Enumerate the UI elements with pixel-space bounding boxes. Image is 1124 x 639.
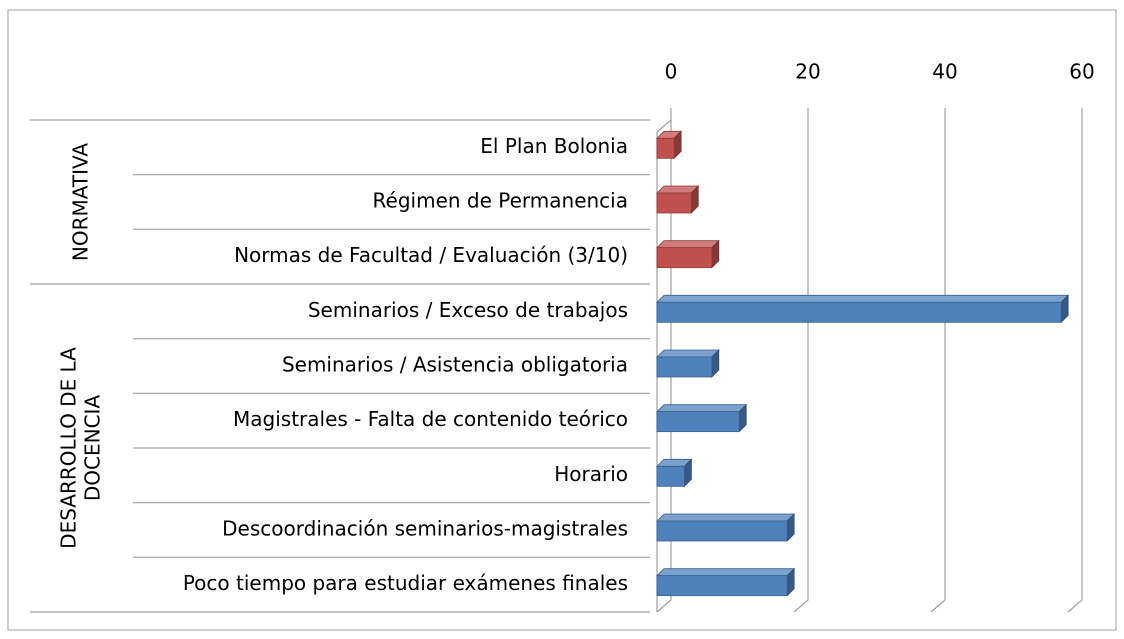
- group-label: NORMATIVA: [69, 143, 93, 262]
- bar-front: [656, 520, 788, 542]
- bar-front: [656, 301, 1062, 323]
- category-label: Seminarios / Exceso de trabajos: [308, 298, 628, 322]
- bar-top: [656, 568, 796, 577]
- category-label: Horario: [554, 462, 628, 486]
- x-tick-label: 60: [1069, 60, 1094, 84]
- x-tick-label: 40: [932, 60, 957, 84]
- group-label: DOCENCIA: [81, 395, 105, 502]
- bar-top: [656, 240, 720, 249]
- grid-line: [793, 108, 809, 613]
- bar-top: [656, 513, 796, 522]
- bar: [656, 239, 720, 269]
- category-label: Poco tiempo para estudiar exámenes final…: [183, 571, 628, 595]
- bar-front: [656, 465, 685, 487]
- category-label: Seminarios / Asistencia obligatoria: [282, 353, 628, 377]
- x-tick-label: 20: [795, 60, 820, 84]
- grid-line: [930, 108, 946, 613]
- grid-line: [1067, 108, 1083, 613]
- grid-line: [656, 108, 672, 613]
- axis-line: [656, 119, 672, 133]
- category-label: El Plan Bolonia: [480, 134, 628, 158]
- bar: [656, 130, 683, 160]
- bar: [656, 513, 796, 542]
- bar-front: [656, 411, 740, 433]
- bar: [656, 185, 700, 214]
- bar-front: [656, 575, 788, 597]
- bar: [656, 458, 693, 488]
- category-label: Descoordinación seminarios-magistrales: [222, 517, 628, 541]
- x-tick-label: 0: [665, 60, 678, 84]
- category-label: Normas de Facultad / Evaluación (3/10): [234, 243, 628, 267]
- bar-top: [656, 404, 748, 413]
- bar: [656, 294, 1070, 324]
- bar: [656, 403, 748, 433]
- category-label: Régimen de Permanencia: [373, 189, 628, 213]
- bar-top: [656, 294, 1070, 303]
- bar-front: [656, 137, 675, 159]
- bar: [656, 567, 796, 597]
- bar-front: [656, 356, 713, 378]
- bar-top: [656, 349, 720, 358]
- group-label: DESARROLLO DE LA: [57, 347, 81, 549]
- chart-frame: [7, 9, 1117, 631]
- bar-front: [656, 247, 713, 269]
- bar-front: [656, 192, 692, 214]
- bar: [656, 349, 720, 378]
- category-label: Magistrales - Falta de contenido teórico: [233, 407, 628, 431]
